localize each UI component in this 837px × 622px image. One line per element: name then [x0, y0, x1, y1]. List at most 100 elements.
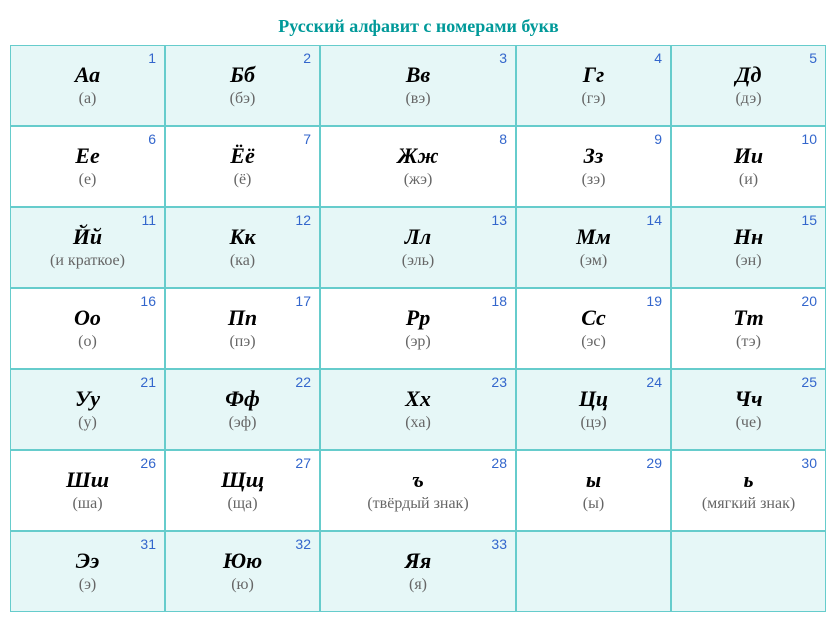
letter-number: 13	[491, 212, 507, 228]
letter-number: 32	[295, 536, 311, 552]
letter-number: 31	[140, 536, 156, 552]
letter-cell: 11 Йй (и краткое)	[10, 207, 165, 288]
letter-glyph: Пп	[228, 306, 257, 330]
letter-name: (э)	[79, 576, 97, 594]
letter-number: 15	[801, 212, 817, 228]
letter-glyph: Зз	[584, 144, 604, 168]
letter-glyph: Юю	[223, 549, 262, 573]
letter-glyph: Вв	[406, 63, 431, 87]
letter-cell: 27 Щщ (ща)	[165, 450, 320, 531]
letter-name: (ща)	[227, 495, 257, 513]
letter-number: 3	[499, 50, 507, 66]
letter-cell: 12Кк(ка)	[165, 207, 320, 288]
letter-number: 27	[295, 455, 311, 471]
letter-cell: 32 Юю (ю)	[165, 531, 320, 612]
letter-name: (я)	[409, 576, 427, 594]
letter-number: 5	[809, 50, 817, 66]
letter-number: 33	[491, 536, 507, 552]
letter-cell: 13Лл(эль)	[320, 207, 516, 288]
letter-name: (мягкий знак)	[702, 495, 795, 513]
letter-number: 29	[646, 455, 662, 471]
letter-glyph: Уу	[75, 387, 100, 411]
letter-name: (твёрдый знак)	[367, 495, 468, 513]
letter-glyph: Аа	[75, 63, 100, 87]
letter-glyph: ы	[586, 468, 601, 492]
letter-number: 20	[801, 293, 817, 309]
letter-glyph: Оо	[74, 306, 101, 330]
letter-number: 18	[491, 293, 507, 309]
letter-number: 24	[646, 374, 662, 390]
letter-cell: 22Фф(эф)	[165, 369, 320, 450]
letter-cell: 5 Дд (дэ)	[671, 45, 826, 126]
letter-glyph: ь	[743, 468, 753, 492]
letter-glyph: Дд	[736, 63, 762, 87]
letter-number: 17	[295, 293, 311, 309]
letter-cell: 17Пп(пэ)	[165, 288, 320, 369]
letter-number: 6	[148, 131, 156, 147]
letter-cell: 20 Тт (тэ)	[671, 288, 826, 369]
letter-glyph: Бб	[230, 63, 255, 87]
letter-name: (эс)	[581, 333, 606, 351]
grid-row: 21Уу(у)22Фф(эф)23Хх(ха)24Цц(цэ)25Чч(че)	[10, 369, 827, 450]
letter-cell: 33 Яя (я)	[320, 531, 516, 612]
letter-number: 23	[491, 374, 507, 390]
letter-name: (гэ)	[581, 90, 605, 108]
letter-name: (ю)	[231, 576, 254, 594]
letter-number: 30	[801, 455, 817, 471]
letter-glyph: Ээ	[76, 549, 99, 573]
letter-name: (тэ)	[736, 333, 761, 351]
letter-glyph: Йй	[73, 225, 102, 249]
letter-number: 22	[295, 374, 311, 390]
letter-cell: 19Сс(эс)	[516, 288, 671, 369]
letter-name: (эль)	[402, 252, 435, 270]
letter-name: (ы)	[583, 495, 604, 513]
letter-name: (эм)	[580, 252, 608, 270]
letter-cell: 18Рр(эр)	[320, 288, 516, 369]
page-title: Русский алфавит с номерами букв	[10, 10, 827, 45]
letter-cell: 31 Ээ (э)	[10, 531, 165, 612]
letter-glyph: Яя	[405, 549, 432, 573]
grid-row: 26Шш(ша)27Щщ(ща)28ъ(твёрдый знак)29ы(ы)3…	[10, 450, 827, 531]
letter-glyph: Жж	[397, 144, 438, 168]
letter-name: (цэ)	[580, 414, 606, 432]
letter-number: 25	[801, 374, 817, 390]
letter-glyph: Гг	[583, 63, 604, 87]
letter-cell: 1Аа(а)	[10, 45, 165, 126]
alphabet-grid: 1Аа(а)2Бб(бэ)3Вв(вэ)4Гг(гэ)5Дд(дэ)6Ее(е)…	[10, 45, 827, 612]
grid-row: 1Аа(а)2Бб(бэ)3Вв(вэ)4Гг(гэ)5Дд(дэ)	[10, 45, 827, 126]
letter-number: 16	[140, 293, 156, 309]
letter-name: (эн)	[735, 252, 761, 270]
letter-name: (и краткое)	[50, 252, 125, 270]
letter-glyph: Тт	[733, 306, 764, 330]
letter-name: (ка)	[230, 252, 255, 270]
letter-name: (жэ)	[404, 171, 433, 189]
letter-glyph: Ёё	[230, 144, 254, 168]
letter-number: 4	[654, 50, 662, 66]
letter-number: 14	[646, 212, 662, 228]
letter-name: (зэ)	[582, 171, 606, 189]
letter-number: 28	[491, 455, 507, 471]
letter-cell: 3Вв(вэ)	[320, 45, 516, 126]
letter-name: (че)	[736, 414, 762, 432]
letter-cell: 9Зз(зэ)	[516, 126, 671, 207]
letter-number: 11	[141, 212, 156, 228]
letter-cell: 8 Жж (жэ)	[320, 126, 516, 207]
letter-glyph: Мм	[576, 225, 611, 249]
letter-name: (е)	[79, 171, 97, 189]
empty-cell	[516, 531, 671, 612]
grid-row: 6Ее(е)7Ёё(ё)8Жж(жэ)9Зз(зэ)10Ии(и)	[10, 126, 827, 207]
letter-cell: 2Бб(бэ)	[165, 45, 320, 126]
grid-row: 11 Йй (и краткое) 12Кк(ка)13Лл(эль) 14 Мм (эм)…	[10, 207, 827, 288]
letter-name: (дэ)	[735, 90, 761, 108]
letter-cell: 26Шш(ша)	[10, 450, 165, 531]
letter-glyph: Чч	[734, 387, 762, 411]
letter-glyph: Шш	[66, 468, 109, 492]
letter-number: 19	[646, 293, 662, 309]
letter-name: (и)	[739, 171, 758, 189]
letter-cell: 23Хх(ха)	[320, 369, 516, 450]
letter-number: 8	[499, 131, 507, 147]
letter-name: (о)	[78, 333, 97, 351]
letter-glyph: Щщ	[221, 468, 264, 492]
letter-name: (ха)	[405, 414, 431, 432]
letter-cell: 30 ь (мягкий знак)	[671, 450, 826, 531]
